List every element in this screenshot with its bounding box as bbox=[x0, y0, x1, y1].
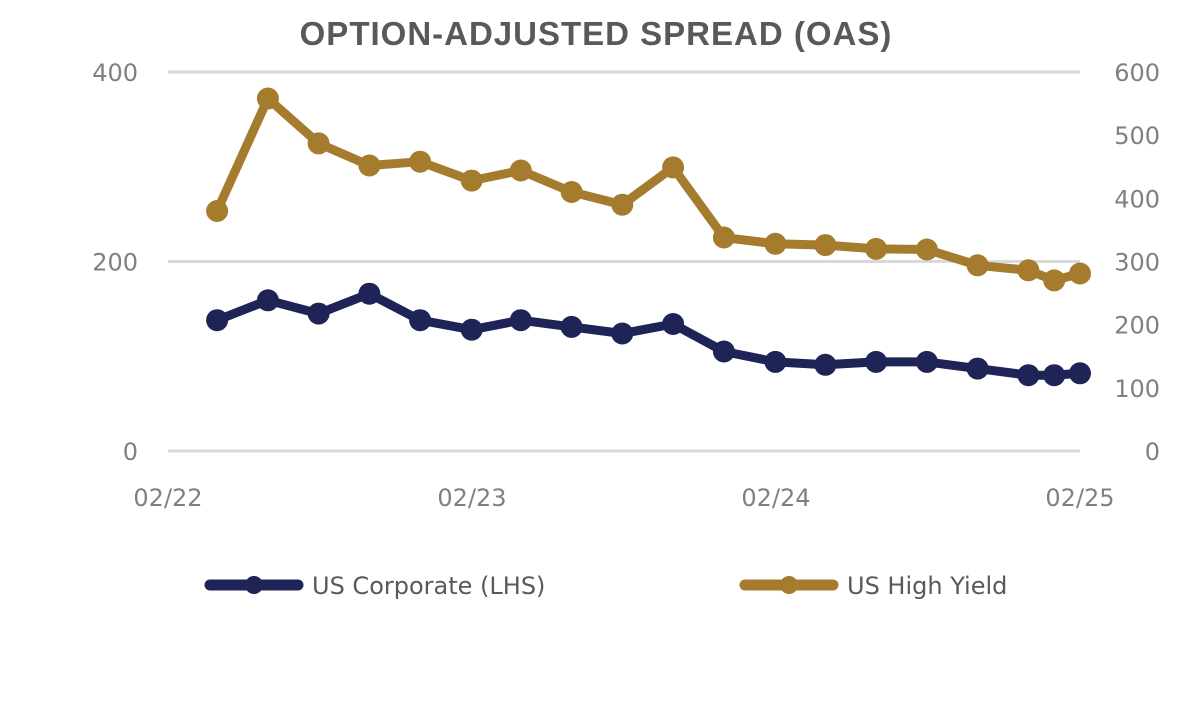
data-point bbox=[509, 159, 532, 182]
data-point bbox=[409, 309, 432, 332]
legend-item: US Corporate (LHS) bbox=[204, 572, 545, 600]
right-y-tick-label: 100 bbox=[1114, 375, 1160, 403]
data-point bbox=[256, 87, 279, 110]
legend-label: US High Yield bbox=[847, 572, 1007, 600]
data-point bbox=[712, 226, 735, 249]
x-tick-label: 02/25 bbox=[1045, 484, 1114, 512]
data-point bbox=[764, 232, 787, 255]
data-point bbox=[712, 340, 735, 363]
right-y-tick-label: 500 bbox=[1114, 122, 1160, 150]
left-y-axis: 0 200 400 bbox=[92, 59, 138, 466]
legend: US Corporate (LHS) US High Yield bbox=[204, 572, 1007, 600]
data-point bbox=[1017, 364, 1040, 387]
chart-title: OPTION-ADJUSTED SPREAD (OAS) bbox=[300, 15, 893, 52]
data-point bbox=[662, 156, 685, 179]
data-point bbox=[358, 154, 381, 177]
data-point bbox=[764, 350, 787, 373]
data-point bbox=[611, 322, 634, 345]
data-point bbox=[865, 350, 888, 373]
legend-item: US High Yield bbox=[739, 572, 1007, 600]
x-tick-label: 02/24 bbox=[741, 484, 810, 512]
data-point bbox=[1069, 362, 1091, 385]
data-point bbox=[206, 200, 229, 222]
data-point bbox=[915, 238, 938, 261]
left-y-tick-label: 200 bbox=[92, 249, 138, 277]
right-y-tick-label: 600 bbox=[1114, 59, 1160, 87]
right-y-tick-label: 200 bbox=[1114, 312, 1160, 340]
data-point bbox=[560, 315, 583, 338]
series-line bbox=[212, 94, 1085, 285]
left-y-tick-label: 400 bbox=[92, 59, 138, 87]
data-point bbox=[509, 309, 532, 332]
legend-marker bbox=[780, 576, 798, 594]
data-point bbox=[814, 234, 837, 257]
data-point bbox=[814, 353, 837, 376]
data-point bbox=[460, 318, 483, 341]
data-point bbox=[915, 350, 938, 373]
data-point bbox=[206, 309, 229, 332]
x-axis: 02/22 02/23 02/24 02/25 bbox=[133, 484, 1114, 512]
legend-marker bbox=[245, 576, 263, 594]
data-point bbox=[1069, 262, 1091, 285]
series-group bbox=[206, 87, 1091, 387]
data-point bbox=[865, 237, 888, 260]
right-y-tick-label: 400 bbox=[1114, 185, 1160, 213]
x-tick-label: 02/22 bbox=[133, 484, 202, 512]
data-point bbox=[662, 313, 685, 335]
data-point bbox=[307, 302, 330, 325]
gridlines bbox=[168, 70, 1080, 453]
data-point bbox=[560, 181, 583, 203]
data-point bbox=[1043, 269, 1066, 292]
right-y-axis: 0 100 200 300 400 500 600 bbox=[1114, 59, 1160, 466]
data-point bbox=[307, 132, 330, 155]
right-y-tick-label: 300 bbox=[1114, 249, 1160, 277]
data-point bbox=[256, 289, 279, 312]
data-point bbox=[966, 254, 989, 277]
data-point bbox=[358, 282, 381, 305]
x-tick-label: 02/23 bbox=[437, 484, 506, 512]
series-line bbox=[212, 289, 1085, 380]
left-y-tick-label: 0 bbox=[123, 438, 138, 466]
data-point bbox=[1017, 259, 1040, 282]
data-point bbox=[409, 150, 432, 173]
series-2 bbox=[206, 87, 1091, 292]
data-point bbox=[966, 357, 989, 380]
right-y-tick-label: 0 bbox=[1145, 438, 1160, 466]
series-1 bbox=[206, 282, 1091, 387]
legend-label: US Corporate (LHS) bbox=[312, 572, 545, 600]
data-point bbox=[1043, 364, 1066, 387]
data-point bbox=[460, 169, 483, 192]
data-point bbox=[611, 193, 634, 216]
